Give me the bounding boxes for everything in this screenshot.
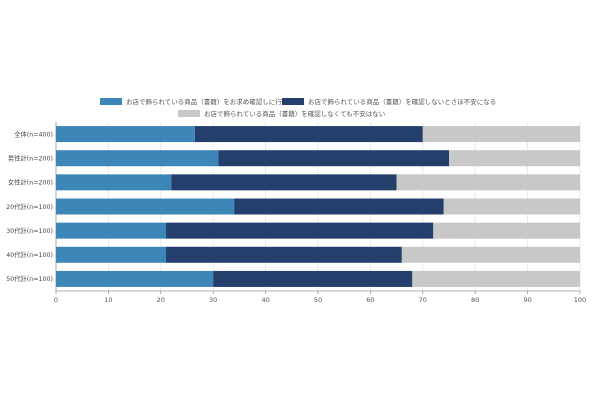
- x-tick-label: 30: [209, 296, 217, 304]
- bar-series3: [422, 126, 580, 143]
- category-label: 全体(n=400): [14, 129, 53, 138]
- bar-series1: [56, 174, 172, 191]
- legend-label-1: お店で飾られている商品（書籍）をお求め確認しに行く: [126, 98, 289, 106]
- bar-series3: [401, 246, 580, 263]
- bar-series1: [56, 222, 167, 239]
- legend-swatch-3: [178, 109, 200, 117]
- bar-series2: [194, 126, 423, 143]
- category-label: 40代計(n=100): [6, 250, 53, 259]
- legend-label-2: お店で飾られている商品（書籍）を確認しないとさほ不安になる: [308, 98, 497, 106]
- legend-item-3: お店で飾られている商品（書籍）を確認しなくても不安はない: [178, 108, 385, 118]
- x-tick-label: 80: [471, 296, 479, 304]
- bar-series3: [412, 270, 580, 287]
- bar-series2: [166, 222, 434, 239]
- bar-series1: [56, 246, 167, 263]
- bar-series1: [56, 198, 235, 215]
- category-label: 女性計(n=200): [8, 178, 53, 187]
- legend-item-1: お店で飾られている商品（書籍）をお求め確認しに行く: [100, 96, 288, 106]
- bar-series2: [166, 246, 402, 263]
- bar-series3: [443, 198, 580, 215]
- legend-swatch-1: [100, 97, 122, 105]
- x-tick-label: 70: [419, 296, 427, 304]
- bar-series2: [234, 198, 444, 215]
- bar-series1: [56, 270, 214, 287]
- category-label: 男性計(n=200): [8, 154, 53, 163]
- bar-series2: [218, 150, 449, 167]
- x-tick-label: 40: [261, 296, 269, 304]
- legend-label-3: お店で飾られている商品（書籍）を確認しなくても不安はない: [204, 110, 386, 118]
- x-tick-label: 90: [523, 296, 531, 304]
- bar-series1: [56, 150, 219, 167]
- bar-series2: [171, 174, 397, 191]
- bar-series3: [433, 222, 580, 239]
- x-tick-label: 60: [366, 296, 374, 304]
- bar-series2: [213, 270, 413, 287]
- bar-series3: [396, 174, 580, 191]
- bar-series3: [449, 150, 580, 167]
- category-label: 50代計(n=100): [6, 274, 53, 283]
- category-label: 30代計(n=100): [6, 226, 53, 235]
- legend-item-2: お店で飾られている商品（書籍）を確認しないとさほ不安になる: [282, 96, 496, 106]
- x-tick-label: 100: [574, 296, 586, 304]
- x-tick-label: 0: [54, 296, 58, 304]
- legend-swatch-2: [282, 97, 304, 105]
- bar-series1: [56, 126, 195, 143]
- x-tick-label: 10: [104, 296, 112, 304]
- category-label: 20代計(n=100): [6, 202, 53, 211]
- x-tick-label: 50: [314, 296, 322, 304]
- x-tick-label: 20: [157, 296, 165, 304]
